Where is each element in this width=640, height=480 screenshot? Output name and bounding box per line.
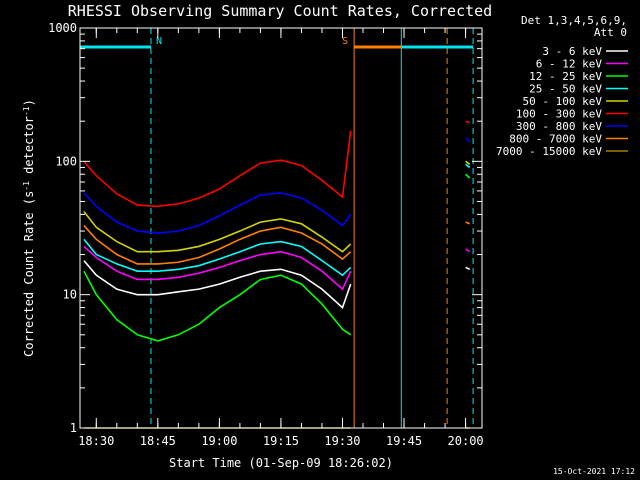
legend-entry-label: 800 - 7000 keV: [509, 133, 602, 146]
legend-entry-label: 300 - 800 keV: [516, 120, 602, 133]
series-line: [465, 120, 470, 124]
series-line: [83, 224, 352, 265]
x-axis-label: Start Time (01-Sep-09 18:26:02): [169, 456, 393, 470]
y-tick-label: 10: [63, 288, 77, 302]
series-line: [83, 245, 352, 291]
x-tick-label: 18:30: [78, 434, 114, 448]
series-line: [465, 173, 471, 179]
series-line: [83, 238, 352, 277]
legend-entry-label: 7000 - 15000 keV: [496, 145, 602, 158]
y-tick-label: 1000: [48, 21, 77, 35]
legend-entry-label: 50 - 100 keV: [523, 95, 603, 108]
legend-entry-label: 6 - 12 keV: [536, 58, 603, 71]
y-axis-label: Corrected Count Rate (s-1 detector-1): [22, 99, 37, 357]
legend-entry-label: 100 - 300 keV: [516, 108, 602, 121]
y-tick-label: 1: [70, 421, 77, 435]
chart-title: RHESSI Observing Summary Count Rates, Co…: [68, 2, 492, 20]
annotation-label: S: [342, 36, 348, 47]
legend-entry-label: 3 - 6 keV: [542, 45, 602, 58]
x-tick-label: 19:15: [263, 434, 299, 448]
series-line: [465, 137, 471, 143]
y-axis-label-part3: ): [22, 99, 36, 106]
y-tick-label: 100: [55, 154, 77, 168]
timestamp: 15-Oct-2021 17:12: [553, 467, 635, 476]
series-line: [83, 270, 352, 342]
x-tick-label: 20:00: [448, 434, 484, 448]
annotation-label: N: [156, 36, 162, 47]
y-axis-label-part2: detector: [22, 116, 36, 181]
series-line: [83, 192, 352, 234]
series-line: [83, 211, 352, 253]
axes: 1 10 100 1000 18:30 18:45 19:00 19:15 19:30 19:45…: [48, 21, 484, 448]
series-line: [465, 163, 471, 169]
y-axis-label-sup2: -1: [22, 106, 31, 116]
y-axis-label-part1: Corrected Count Rate (s: [22, 191, 36, 357]
legend-entry-label: 25 - 50 keV: [529, 83, 602, 96]
series-line: [83, 260, 352, 309]
series-line: [465, 221, 470, 225]
x-tick-label: 18:45: [140, 434, 176, 448]
x-tick-label: 19:30: [324, 434, 360, 448]
series-line: [83, 130, 352, 208]
x-tick-label: 19:45: [386, 434, 422, 448]
series-line: [465, 160, 471, 165]
legend-header: Att 0: [594, 26, 627, 39]
legend-header: Det 1,3,4,5,6,9,: [521, 14, 627, 27]
series-line: [465, 248, 471, 253]
x-tick-label: 19:00: [201, 434, 237, 448]
y-axis-label-sup1: -1: [22, 181, 31, 191]
legend-entry-label: 12 - 25 keV: [529, 70, 602, 83]
series-group: [83, 120, 471, 429]
series-line: [465, 266, 471, 271]
